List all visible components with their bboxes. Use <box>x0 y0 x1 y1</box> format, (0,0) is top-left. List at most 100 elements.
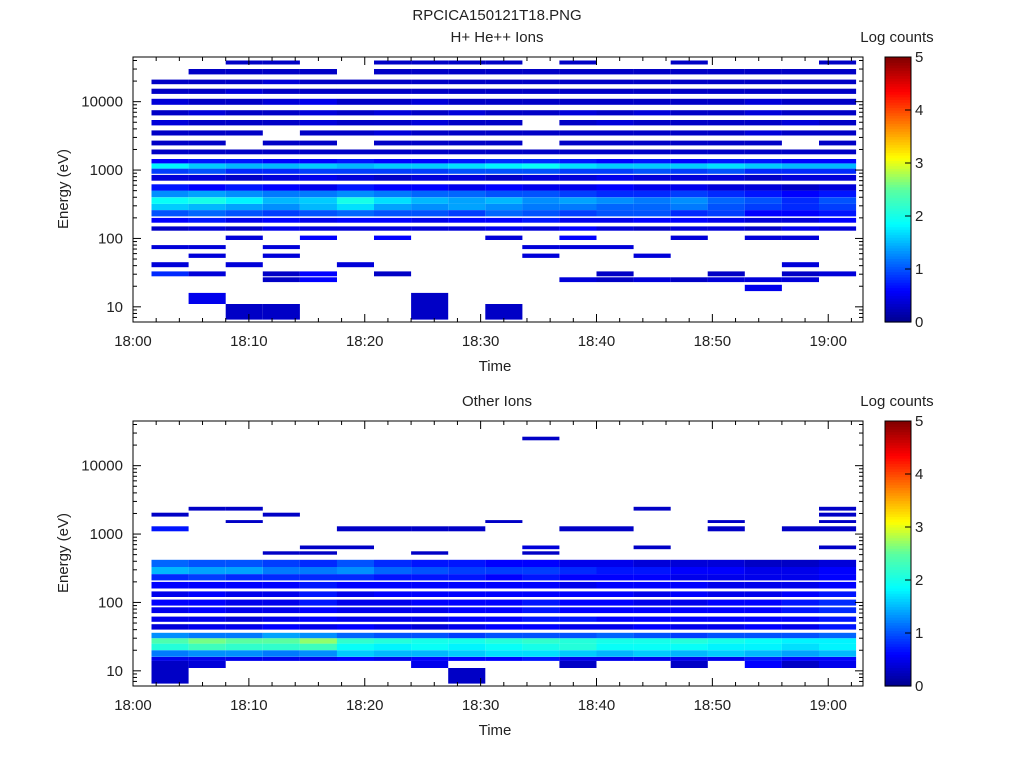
heatmap-cell <box>596 203 634 211</box>
heatmap-cell <box>299 624 337 630</box>
heatmap-cell <box>707 174 745 181</box>
heatmap-cell <box>819 226 857 231</box>
heatmap-cell <box>819 650 857 657</box>
heatmap-cell <box>559 638 597 644</box>
heatmap-cell <box>633 599 671 606</box>
heatmap-cell <box>374 149 412 155</box>
heatmap-cell <box>744 130 782 136</box>
heatmap-cell <box>781 624 819 630</box>
heatmap-cell <box>485 650 523 657</box>
heatmap-cell <box>522 130 560 136</box>
colorbar-step <box>885 202 911 206</box>
colorbar-step <box>885 247 911 252</box>
colorbar-step <box>885 572 911 576</box>
heatmap-cell <box>225 643 263 651</box>
heatmap-cell <box>559 559 597 567</box>
heatmap-cell <box>522 581 560 589</box>
heatmap-cell <box>559 217 597 223</box>
plot-frame <box>132 420 864 687</box>
heatmap-cell <box>559 79 597 85</box>
heatmap-cell <box>522 650 560 657</box>
colorbar-step <box>885 290 911 294</box>
heatmap-cell <box>707 120 745 126</box>
heatmap-cell <box>188 88 226 94</box>
colorbar-step <box>885 117 911 122</box>
heatmap-cell <box>633 190 671 198</box>
colorbar-step <box>885 444 911 449</box>
colorbar-step <box>885 680 911 684</box>
heatmap-cell <box>707 650 745 657</box>
heatmap-cell <box>707 140 745 146</box>
heatmap-cell <box>819 159 857 164</box>
heatmap-cell <box>781 184 819 191</box>
heatmap-cell <box>596 616 634 622</box>
colorbar-step <box>885 428 911 433</box>
heatmap-cell <box>262 190 300 198</box>
heatmap-cell <box>633 79 671 85</box>
heatmap-cell <box>262 98 300 105</box>
colorbar-step <box>885 229 911 233</box>
heatmap-cell <box>633 591 671 597</box>
colorbar-step <box>885 147 911 151</box>
heatmap-cell <box>299 190 337 198</box>
colorbar-step <box>885 276 911 281</box>
heatmap-cell <box>559 574 597 581</box>
colorbar-step <box>885 659 911 663</box>
heatmap-cell <box>151 120 189 126</box>
heatmap-cell <box>819 203 857 211</box>
heatmap-cell <box>744 174 782 181</box>
heatmap-cell <box>781 210 819 217</box>
heatmap-cell <box>188 650 226 657</box>
heatmap-cell <box>559 656 597 661</box>
heatmap-cell <box>188 163 226 169</box>
heatmap-cell <box>188 591 226 597</box>
heatmap-cell <box>411 574 449 581</box>
heatmap-cell <box>448 203 486 211</box>
colorbar-step <box>885 168 911 172</box>
x-tick-label: 18:20 <box>346 697 384 714</box>
heatmap-cell <box>188 120 226 126</box>
heatmap-cell <box>374 567 412 575</box>
colorbar-step <box>885 519 911 523</box>
heatmap-cell <box>670 120 708 126</box>
heatmap-cell <box>559 203 597 211</box>
x-tick-label: 18:10 <box>230 333 268 350</box>
heatmap-cell <box>781 567 819 575</box>
heatmap-cell <box>336 149 374 155</box>
heatmap-cell <box>485 581 523 589</box>
heatmap-cell <box>448 607 486 614</box>
heatmap-cell <box>299 203 337 211</box>
colorbar-step <box>885 70 911 74</box>
heatmap-cell <box>374 203 412 211</box>
heatmap-cell <box>522 149 560 155</box>
heatmap-cell <box>299 607 337 614</box>
heatmap-cell <box>596 174 634 181</box>
colorbar-step <box>885 181 911 185</box>
heatmap-cell <box>225 174 263 181</box>
heatmap-cell <box>299 271 337 277</box>
colorbar-step <box>885 436 911 441</box>
heatmap-cell <box>411 607 449 614</box>
heatmap-cell <box>819 656 857 661</box>
heatmap-cell <box>374 650 412 657</box>
heatmap-cell <box>633 638 671 644</box>
colorbar-step <box>885 484 911 488</box>
heatmap-cell <box>744 284 782 292</box>
heatmap-cell <box>819 599 857 606</box>
colorbar-step <box>885 421 911 425</box>
colorbar-tick-label: 4 <box>915 102 923 119</box>
figure-title: RPCICA150121T18.PNG <box>412 7 581 24</box>
colorbar-step <box>885 593 911 597</box>
colorbar-step <box>885 648 911 653</box>
heatmap-cell <box>188 149 226 155</box>
colorbar-step <box>885 239 911 244</box>
colorbar-step <box>885 640 911 645</box>
heatmap-cell <box>485 130 523 136</box>
heatmap-cell <box>188 607 226 614</box>
colorbar-step <box>885 205 911 209</box>
colorbar-step <box>885 619 911 623</box>
heatmap-cell <box>522 559 560 567</box>
heatmap-cell <box>225 168 263 174</box>
heatmap-cell <box>781 168 819 174</box>
heatmap-cell <box>299 163 337 169</box>
